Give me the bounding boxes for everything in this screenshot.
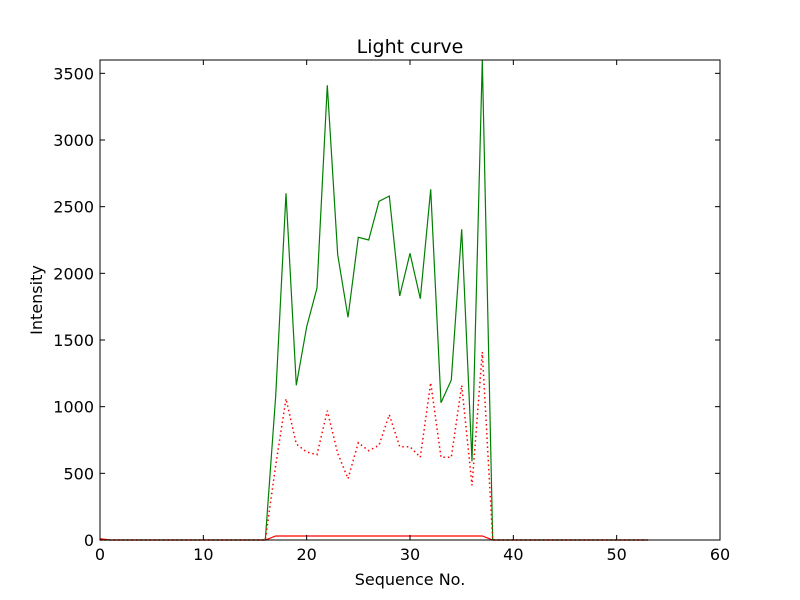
x-axis-label: Sequence No. — [355, 570, 466, 589]
x-tick-label: 30 — [400, 545, 420, 564]
y-tick-label: 1500 — [53, 331, 94, 350]
y-axis-label: Intensity — [27, 265, 46, 335]
plot-series-group — [99, 59, 648, 541]
series-line-2 — [100, 351, 648, 541]
plot-frame — [99, 59, 721, 541]
x-tick-label: 0 — [95, 545, 105, 564]
y-tick-label: 500 — [63, 464, 94, 483]
y-tick-label: 2500 — [53, 198, 94, 217]
x-tick-label: 60 — [710, 545, 730, 564]
x-tick-label: 10 — [193, 545, 213, 564]
y-tick-label: 0 — [84, 531, 94, 550]
series-line-1 — [100, 59, 648, 541]
y-tick-label: 2000 — [53, 264, 94, 283]
x-tick-label: 50 — [606, 545, 626, 564]
chart-title: Light curve — [357, 36, 464, 58]
ticks-group: 0 10 20 30 40 50 60 0 500 1000 1500 2000 2500 3000 350… — [53, 60, 730, 564]
y-tick-label: 3500 — [53, 64, 94, 83]
x-tick-label: 20 — [296, 545, 316, 564]
y-tick-label: 3000 — [53, 131, 94, 150]
y-tick-label: 1000 — [53, 398, 94, 417]
series-line-3 — [99, 535, 648, 541]
x-tick-label: 40 — [503, 545, 523, 564]
